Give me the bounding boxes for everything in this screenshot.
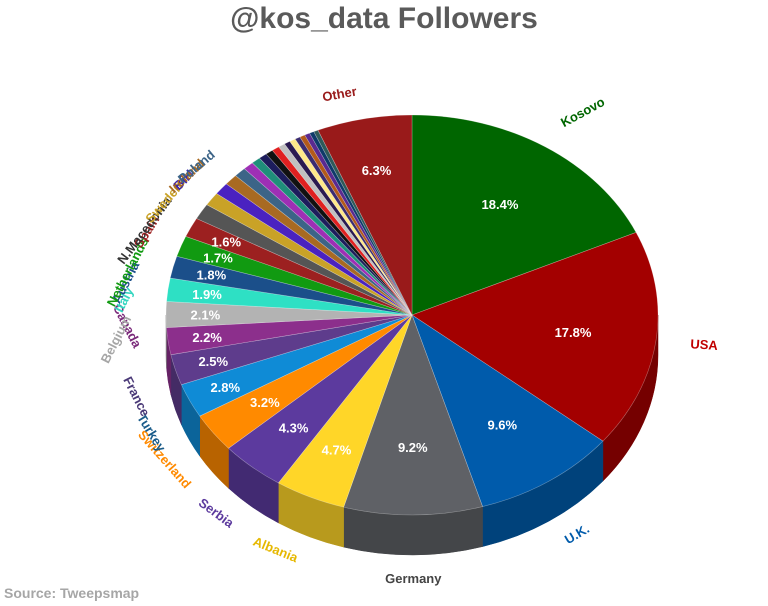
value-label-serbia: 4.3%: [279, 420, 309, 435]
slice-spain: [185, 218, 413, 316]
slice-minor-20: [243, 162, 413, 316]
value-label-albania: 4.7%: [322, 443, 352, 458]
slice-usa: [411, 232, 659, 442]
slice-sweden: [206, 193, 413, 316]
value-labels: 18.4% 17.8% 9.6% 9.2% 4.7% 4.3% 3.2% 2.8% 2.5% 2.…: [191, 163, 592, 458]
pie-top: [165, 114, 659, 516]
chart-source: Source: Tweepsmap: [4, 585, 140, 601]
slice-minor-22: [258, 153, 413, 316]
value-label-italy: 1.9%: [192, 287, 222, 302]
value-label-switzerland: 3.2%: [250, 395, 280, 410]
slice-netherlands: [176, 236, 413, 316]
slice-minor-24: [271, 146, 413, 316]
value-label-turkey: 2.8%: [210, 380, 240, 395]
slice-serbia: [228, 314, 413, 484]
value-label-germany: 9.2%: [398, 440, 428, 455]
slice-minor-31: [309, 131, 413, 316]
slice-n-macedonia: [196, 204, 413, 316]
slice-canada: [166, 314, 413, 356]
category-label-switzerland: Switzerland: [135, 427, 194, 491]
slice-minor-26: [284, 141, 413, 316]
category-label-u-k: U.K.: [562, 521, 592, 547]
category-label-usa: USA: [690, 336, 719, 353]
slice-minor-23: [265, 149, 413, 316]
category-label-poland: Poland: [175, 147, 218, 186]
slice-switzerland: [199, 314, 413, 449]
value-label-u-k: 9.6%: [487, 418, 517, 433]
category-label-kosovo: Kosovo: [558, 94, 607, 130]
slice-germany: [343, 314, 483, 516]
value-label-other: 6.3%: [362, 163, 392, 178]
category-label-germany: Germany: [385, 571, 442, 586]
slice-minor-28: [294, 136, 413, 316]
slice-albania: [277, 314, 413, 508]
slice-minor-32: [313, 129, 413, 316]
slice-italy: [166, 277, 413, 316]
value-label-usa: 17.8%: [555, 325, 592, 340]
value-label-france: 2.5%: [198, 354, 228, 369]
category-label-albania: Albania: [251, 534, 301, 566]
category-label-france: France: [120, 374, 153, 419]
value-label-spain: 1.6%: [211, 234, 241, 249]
slice-france: [170, 314, 413, 385]
slice-kosovo: [411, 114, 637, 316]
slice-minor-29: [299, 134, 413, 316]
slice-austria: [169, 255, 413, 316]
category-label-serbia: Serbia: [196, 495, 237, 531]
slice-u-k: [411, 314, 604, 507]
slice-belgium: [165, 301, 413, 328]
value-label-canada: 2.2%: [192, 330, 222, 345]
slice-minor-27: [289, 138, 413, 316]
value-label-belgium: 2.1%: [191, 308, 221, 323]
slice-minor-30: [304, 132, 413, 316]
slice-minor-25: [278, 143, 413, 316]
slice-ireland: [225, 175, 413, 316]
category-label-other: Other: [321, 84, 358, 105]
slice-turkey: [180, 314, 413, 417]
slice-bih: [216, 183, 413, 316]
slice-poland: [235, 168, 413, 316]
value-label-kosovo: 18.4%: [482, 197, 519, 212]
value-label-austria: 1.8%: [197, 268, 227, 283]
value-label-netherlands: 1.7%: [203, 250, 233, 265]
slice-other: [317, 114, 413, 316]
slice-minor-21: [251, 157, 413, 316]
chart-title: @kos_data Followers: [230, 2, 538, 35]
